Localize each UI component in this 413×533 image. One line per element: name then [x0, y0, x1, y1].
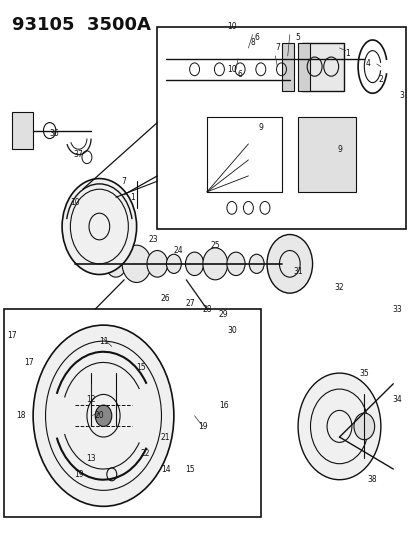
Bar	[12, 112, 33, 149]
Text: 17: 17	[24, 358, 34, 367]
Text: 21: 21	[161, 433, 170, 441]
Text: 15: 15	[135, 364, 145, 372]
Bar	[297, 117, 355, 192]
Bar	[89, 349, 118, 362]
Circle shape	[202, 248, 227, 280]
Circle shape	[33, 325, 173, 506]
Text: 10: 10	[69, 198, 79, 207]
Text: 29: 29	[218, 310, 228, 319]
Text: 37: 37	[74, 150, 83, 159]
Text: 18: 18	[16, 411, 25, 420]
Circle shape	[122, 245, 151, 282]
Text: 19: 19	[197, 422, 207, 431]
Circle shape	[147, 251, 167, 277]
Circle shape	[297, 373, 380, 480]
Bar	[157, 27, 405, 229]
Text: 6: 6	[237, 70, 242, 79]
Text: 16: 16	[218, 401, 228, 409]
Circle shape	[166, 254, 181, 273]
Text: 27: 27	[185, 300, 195, 308]
Text: 7: 7	[274, 44, 279, 52]
Text: 5: 5	[295, 33, 300, 42]
Text: 1: 1	[344, 49, 349, 58]
Circle shape	[249, 254, 263, 273]
Text: 19: 19	[74, 470, 83, 479]
Text: 32: 32	[334, 284, 344, 292]
Text: 17: 17	[7, 332, 17, 340]
Text: 2: 2	[377, 76, 382, 84]
Text: 34: 34	[392, 395, 401, 404]
Text: 28: 28	[202, 305, 211, 313]
Bar	[83, 464, 124, 485]
Text: 6: 6	[254, 33, 259, 42]
Text: 3: 3	[398, 92, 403, 100]
Circle shape	[105, 251, 126, 277]
Text: 30: 30	[226, 326, 236, 335]
Text: 14: 14	[160, 465, 170, 473]
Text: 8: 8	[249, 38, 254, 47]
Circle shape	[226, 252, 244, 276]
Text: 20: 20	[94, 411, 104, 420]
Text: 13: 13	[86, 454, 96, 463]
Bar	[4, 309, 260, 517]
Text: 33: 33	[392, 305, 401, 313]
Text: 24: 24	[173, 246, 183, 255]
Text: 93105  3500A: 93105 3500A	[12, 16, 151, 34]
Text: 36: 36	[49, 129, 59, 138]
Text: 1: 1	[130, 193, 135, 201]
Text: 11: 11	[99, 337, 108, 345]
Bar	[281, 43, 293, 91]
Bar	[297, 43, 310, 91]
Text: 35: 35	[358, 369, 368, 377]
Circle shape	[266, 235, 312, 293]
Text: 10: 10	[226, 22, 236, 31]
Text: 38: 38	[367, 475, 377, 484]
Text: 23: 23	[148, 236, 158, 244]
Circle shape	[62, 179, 136, 274]
Text: 15: 15	[185, 465, 195, 473]
Bar	[301, 43, 343, 91]
Text: 26: 26	[160, 294, 170, 303]
Text: 31: 31	[292, 268, 302, 276]
Text: 25: 25	[210, 241, 220, 249]
Text: 22: 22	[140, 449, 149, 457]
Circle shape	[185, 252, 203, 276]
Text: 12: 12	[86, 395, 95, 404]
Text: 10: 10	[226, 65, 236, 74]
Text: 4: 4	[365, 60, 370, 68]
Circle shape	[95, 405, 112, 426]
Circle shape	[353, 413, 374, 440]
Text: 7: 7	[121, 177, 126, 185]
Text: 9: 9	[336, 145, 341, 154]
Text: 9: 9	[258, 124, 263, 132]
